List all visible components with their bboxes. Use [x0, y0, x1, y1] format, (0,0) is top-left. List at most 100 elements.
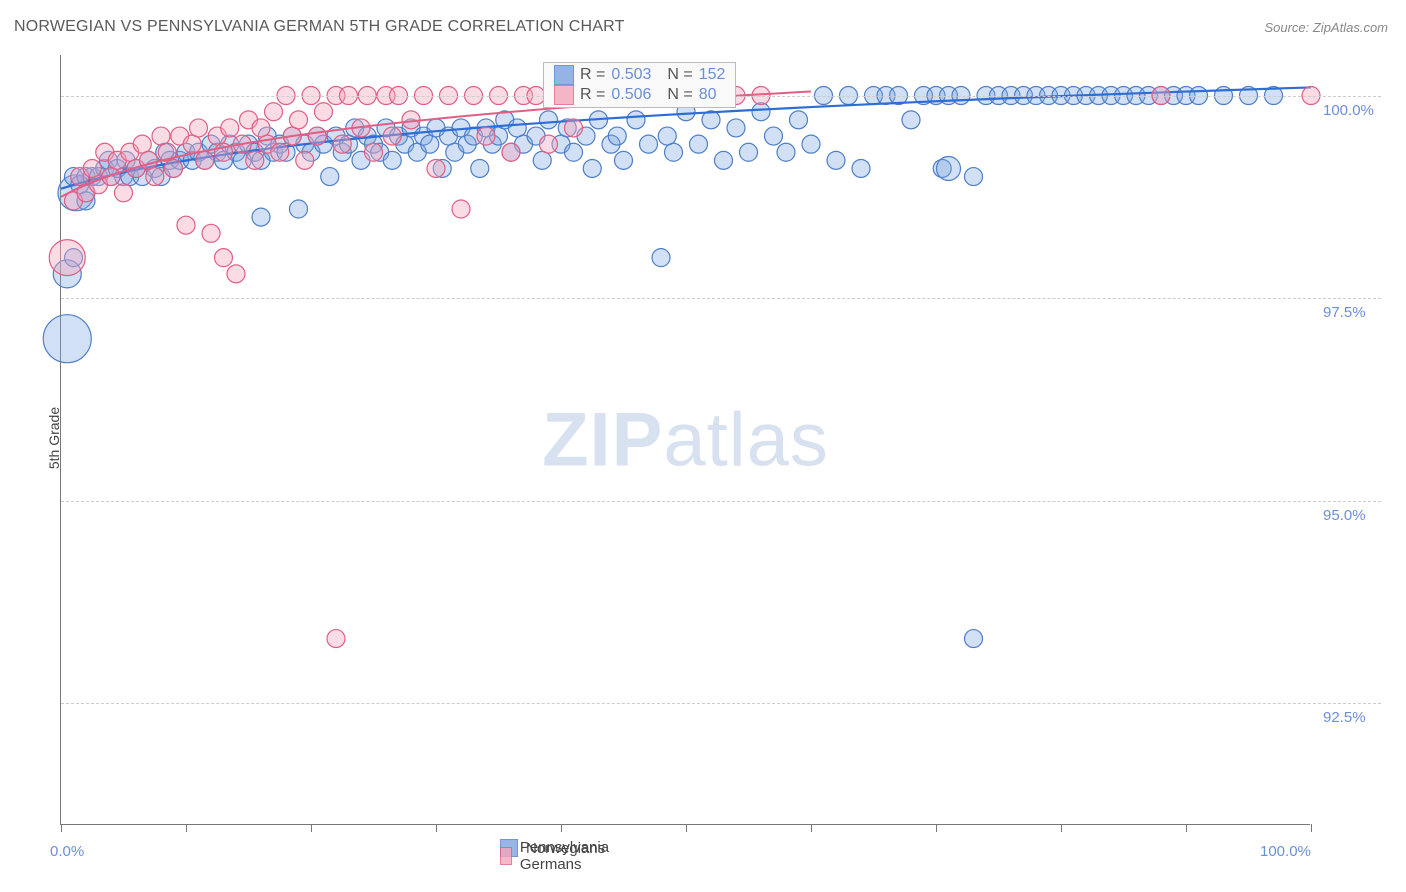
scatter-point — [196, 151, 214, 169]
gridline — [61, 703, 1381, 704]
y-tick-label: 97.5% — [1323, 304, 1366, 321]
scatter-point — [49, 240, 85, 276]
x-tick — [936, 824, 937, 832]
plot-area: ZIPatlas 92.5%95.0%97.5%100.0% — [60, 55, 1310, 825]
x-tick — [561, 824, 562, 832]
scatter-point — [471, 159, 489, 177]
source-attribution: Source: ZipAtlas.com — [1264, 20, 1388, 35]
scatter-point — [427, 159, 445, 177]
scatter-point — [608, 127, 626, 145]
scatter-point — [190, 119, 208, 137]
stats-r-label: R = — [580, 66, 605, 84]
scatter-point — [383, 151, 401, 169]
x-tick — [1311, 824, 1312, 832]
stats-n-label: N = — [667, 66, 692, 84]
x-tick — [61, 824, 62, 832]
scatter-point — [727, 119, 745, 137]
scatter-point — [152, 127, 170, 145]
scatter-point — [540, 111, 558, 129]
stats-r-value: 0.506 — [611, 86, 651, 104]
scatter-point — [83, 159, 101, 177]
stats-row: R = 0.506N = 80 — [554, 85, 725, 105]
x-tick — [436, 824, 437, 832]
scatter-point — [640, 135, 658, 153]
scatter-point — [508, 119, 526, 137]
scatter-point — [802, 135, 820, 153]
scatter-point — [477, 127, 495, 145]
x-tick — [186, 824, 187, 832]
y-axis-label: 5th Grade — [46, 388, 62, 488]
legend-swatch — [500, 847, 512, 865]
scatter-point — [221, 119, 239, 137]
x-tick — [686, 824, 687, 832]
scatter-point — [652, 249, 670, 267]
legend-item: Pennsylvania Germans — [500, 839, 615, 873]
x-tick — [311, 824, 312, 832]
scatter-point — [565, 119, 583, 137]
scatter-point — [627, 111, 645, 129]
scatter-point — [583, 159, 601, 177]
scatter-point — [965, 168, 983, 186]
scatter-point — [421, 135, 439, 153]
chart-svg — [61, 55, 1311, 825]
chart-title: NORWEGIAN VS PENNSYLVANIA GERMAN 5TH GRA… — [14, 18, 625, 36]
scatter-point — [215, 249, 233, 267]
scatter-point — [383, 127, 401, 145]
stats-swatch — [554, 65, 574, 85]
scatter-point — [777, 143, 795, 161]
scatter-point — [690, 135, 708, 153]
scatter-point — [937, 156, 961, 180]
scatter-point — [177, 216, 195, 234]
scatter-point — [202, 224, 220, 242]
y-tick-label: 95.0% — [1323, 507, 1366, 524]
scatter-point — [308, 127, 326, 145]
scatter-point — [246, 151, 264, 169]
scatter-point — [540, 135, 558, 153]
scatter-point — [827, 151, 845, 169]
scatter-point — [658, 127, 676, 145]
scatter-point — [315, 103, 333, 121]
scatter-point — [327, 630, 345, 648]
scatter-point — [452, 200, 470, 218]
scatter-point — [252, 119, 270, 137]
scatter-point — [965, 630, 983, 648]
scatter-point — [321, 168, 339, 186]
scatter-point — [133, 135, 151, 153]
scatter-point — [790, 111, 808, 129]
x-tick — [1186, 824, 1187, 832]
stats-r-value: 0.503 — [611, 66, 651, 84]
gridline — [61, 501, 1381, 502]
scatter-point — [665, 143, 683, 161]
scatter-point — [502, 143, 520, 161]
scatter-point — [365, 143, 383, 161]
scatter-point — [615, 151, 633, 169]
scatter-point — [290, 111, 308, 129]
scatter-point — [271, 143, 289, 161]
scatter-point — [290, 200, 308, 218]
y-tick-label: 100.0% — [1323, 102, 1374, 119]
scatter-point — [252, 208, 270, 226]
gridline — [61, 298, 1381, 299]
stats-box: R = 0.503 N = 152R = 0.506 N = 80 — [543, 62, 736, 108]
scatter-point — [740, 143, 758, 161]
stats-n-value: 152 — [699, 66, 726, 84]
stats-n-label: N = — [667, 86, 692, 104]
scatter-point — [715, 151, 733, 169]
scatter-point — [115, 184, 133, 202]
stats-n-value: 80 — [699, 86, 717, 104]
scatter-point — [752, 103, 770, 121]
x-tick — [1061, 824, 1062, 832]
x-tick-label: 0.0% — [50, 843, 84, 860]
legend-label: Pennsylvania Germans — [520, 839, 615, 873]
scatter-point — [265, 103, 283, 121]
stats-row: R = 0.503 N = 152 — [554, 65, 725, 85]
scatter-point — [902, 111, 920, 129]
scatter-point — [183, 135, 201, 153]
stats-swatch — [554, 85, 574, 105]
scatter-point — [765, 127, 783, 145]
x-tick — [811, 824, 812, 832]
scatter-point — [565, 143, 583, 161]
scatter-point — [533, 151, 551, 169]
scatter-point — [165, 159, 183, 177]
y-tick-label: 92.5% — [1323, 709, 1366, 726]
